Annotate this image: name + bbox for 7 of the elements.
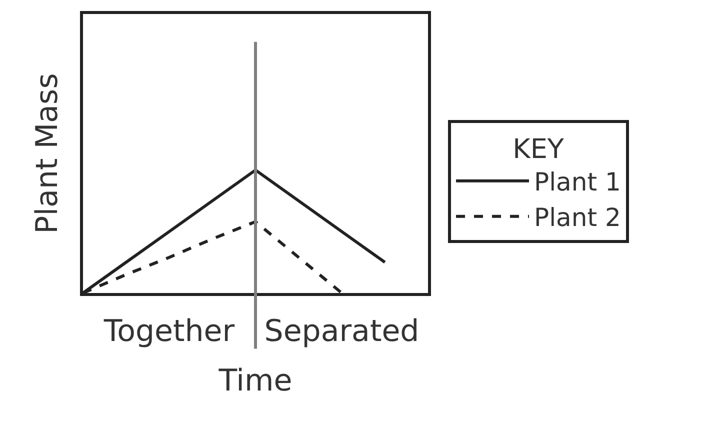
x-tick-label: Together: [102, 314, 236, 349]
x-axis-title: Time: [218, 364, 292, 398]
legend-label: Plant 1: [534, 168, 621, 197]
legend-title: KEY: [512, 134, 564, 166]
legend-label: Plant 2: [534, 203, 621, 232]
x-tick-label: Separated: [264, 314, 420, 349]
y-axis-title: Plant Mass: [30, 73, 65, 234]
